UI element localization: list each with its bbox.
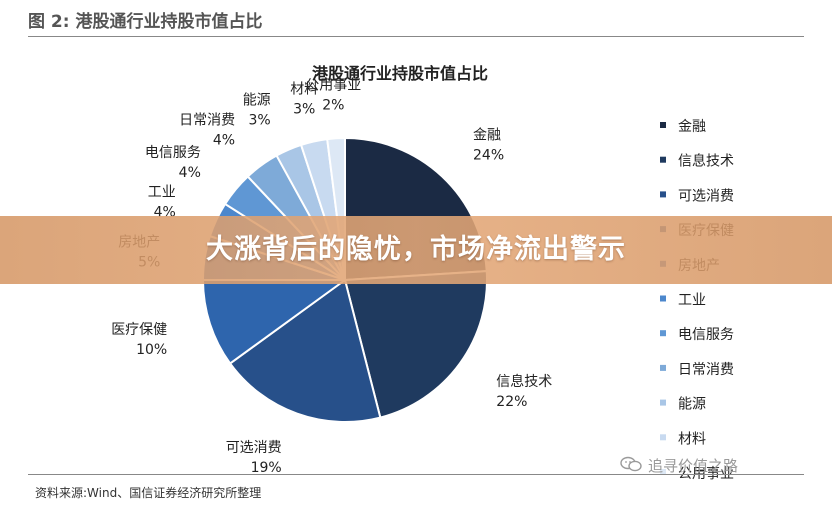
- slice-label-value-8: 3%: [248, 112, 270, 128]
- legend-entry-8: 能源: [678, 397, 706, 413]
- legend-swatch-0: [660, 122, 666, 128]
- pie-slice-1: [343, 270, 488, 419]
- legend-swatch-6: [660, 330, 666, 337]
- legend-entry-9: 材料: [678, 431, 706, 447]
- slice-label-name-3: 医疗保健: [111, 322, 167, 338]
- legend-swatch-1: [660, 156, 666, 163]
- chart-title: 港股通行业持股市值占比: [312, 64, 488, 83]
- headline-banner: 大涨背后的隐忧，市场净流出警示: [0, 216, 832, 284]
- legend-swatch-2: [660, 191, 666, 198]
- slice-label-value-1: 22%: [496, 394, 527, 410]
- figure-label: 图 2: 港股通行业持股市值占比: [28, 7, 262, 32]
- slice-label-name-8: 能源: [243, 92, 271, 108]
- slice-label-name-7: 日常消费: [179, 113, 235, 129]
- slice-label-name-6: 电信服务: [145, 145, 201, 161]
- slice-label-name-2: 可选消费: [226, 440, 282, 456]
- slice-label-value-6: 4%: [179, 165, 201, 181]
- legend-entry-2: 可选消费: [678, 188, 734, 204]
- slice-label-value-0: 24%: [473, 148, 504, 164]
- slice-label-name-10: 公用事业: [305, 77, 361, 93]
- legend-swatch-9: [660, 434, 666, 441]
- slice-label-value-10: 2%: [322, 97, 344, 113]
- pie-slice-2: [228, 278, 382, 423]
- slice-label-name-9: 材料: [290, 82, 318, 98]
- legend-entry-1: 信息技术: [678, 153, 734, 170]
- legend-swatch-7: [660, 364, 666, 371]
- figure-header: 图 2: 港股通行业持股市值占比: [28, 4, 804, 37]
- wechat-icon: [620, 456, 642, 472]
- legend-entry-0: 金融: [678, 119, 706, 135]
- slice-label-value-9: 3%: [293, 102, 315, 118]
- legend-swatch-10: [660, 469, 666, 475]
- legend-entry-6: 电信服务: [678, 327, 734, 343]
- legend-entry-7: 日常消费: [678, 362, 734, 378]
- slice-label-value-7: 4%: [213, 133, 235, 149]
- source-note: 资料来源:Wind、国信证券经济研究所整理: [35, 486, 262, 500]
- watermark-text: 追寻价值之路: [648, 457, 739, 475]
- legend-swatch-5: [660, 295, 666, 302]
- slice-label-value-3: 10%: [136, 342, 167, 358]
- legend-swatch-8: [660, 399, 666, 406]
- figure-title: 港股通行业持股市值占比: [75, 12, 263, 32]
- figure-top-rule: [28, 36, 804, 37]
- figure-bottom-rule: [28, 474, 804, 475]
- legend-entry-5: 工业: [678, 293, 706, 309]
- banner-title: 大涨背后的隐忧，市场净流出警示: [206, 234, 626, 265]
- slice-label-name-5: 工业: [148, 184, 176, 200]
- figure-number: 图 2:: [28, 12, 70, 32]
- slice-label-value-2: 19%: [251, 460, 282, 476]
- slice-label-name-1: 信息技术: [496, 373, 552, 390]
- slice-label-name-0: 金融: [473, 128, 501, 144]
